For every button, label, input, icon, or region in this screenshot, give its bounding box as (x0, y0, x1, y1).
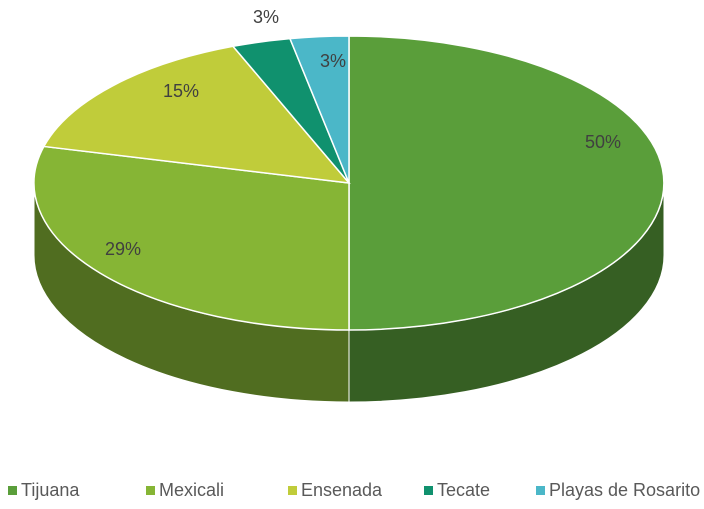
pie-slice (348, 35, 665, 331)
legend-swatch (8, 486, 17, 495)
data-label: 50% (585, 132, 621, 152)
legend-label: Ensenada (301, 480, 383, 500)
legend-swatch (424, 486, 433, 495)
data-label: 3% (253, 7, 279, 27)
legend-label: Mexicali (159, 480, 224, 500)
data-label: 3% (320, 51, 346, 71)
legend-label: Tijuana (21, 480, 80, 500)
data-label: 15% (163, 81, 199, 101)
data-label: 29% (105, 239, 141, 259)
legend-label: Playas de Rosarito (549, 480, 700, 500)
legend-swatch (288, 486, 297, 495)
pie-slice (288, 35, 350, 184)
legend-swatch (536, 486, 545, 495)
pie-slice (33, 145, 350, 331)
pie-slice (42, 45, 351, 184)
legend-swatch (146, 486, 155, 495)
legend-label: Tecate (437, 480, 490, 500)
